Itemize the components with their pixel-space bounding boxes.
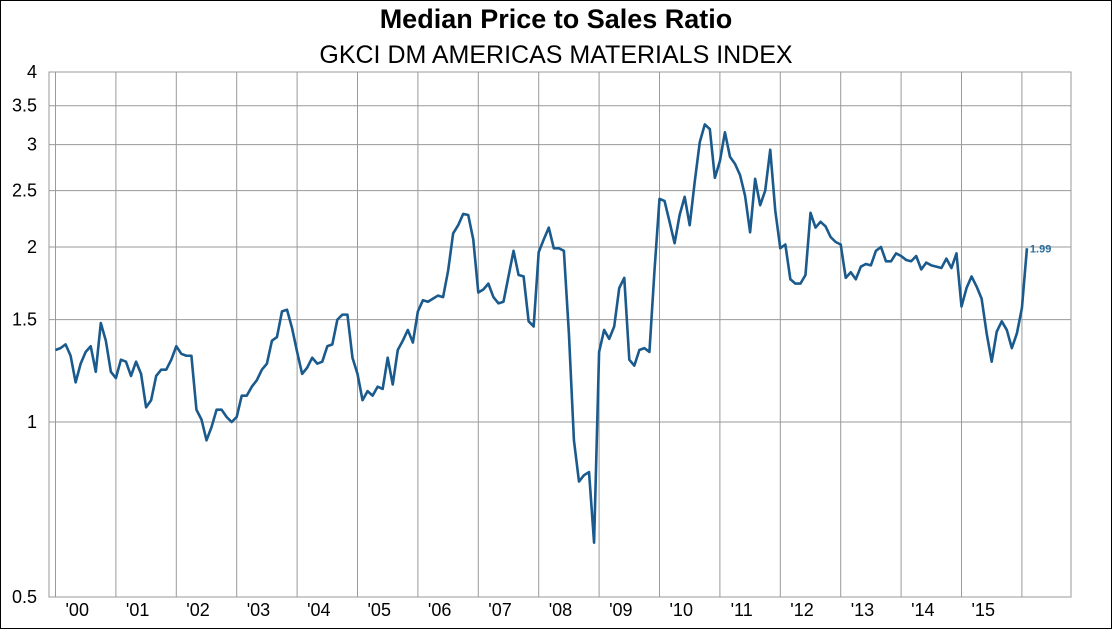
y-tick-label: 3: [27, 135, 37, 155]
last-value-label: 1.99: [1030, 243, 1051, 255]
series-line: [55, 123, 1029, 544]
x-tick-label: '08: [549, 600, 572, 620]
x-tick-label: '13: [851, 600, 874, 620]
chart-subtitle: GKCI DM AMERICAS MATERIALS INDEX: [319, 41, 793, 69]
x-tick-label: '10: [670, 600, 693, 620]
x-tick-label: '03: [247, 600, 270, 620]
y-tick-label: 1.5: [12, 310, 37, 330]
y-tick-label: 4: [27, 62, 37, 82]
y-tick-label: 2.5: [12, 181, 37, 201]
x-tick-label: '02: [186, 600, 209, 620]
x-tick-label: '00: [66, 600, 89, 620]
y-tick-label: 2: [27, 237, 37, 257]
x-tick-label: '05: [368, 600, 391, 620]
x-tick-label: '06: [428, 600, 451, 620]
x-tick-label: '09: [609, 600, 632, 620]
y-tick-label: 1: [27, 412, 37, 432]
y-tick-label: 0.5: [12, 587, 37, 607]
x-tick-label: '15: [972, 600, 995, 620]
plot-area: [48, 71, 1072, 598]
x-tick-label: '14: [911, 600, 934, 620]
y-tick-label: 3.5: [12, 96, 37, 116]
x-tick-label: '12: [790, 600, 813, 620]
x-tick-label: '11: [731, 600, 753, 620]
x-tick-label: '07: [488, 600, 511, 620]
x-tick-label: '01: [126, 600, 149, 620]
x-tick-label: '04: [307, 600, 330, 620]
chart-title: Median Price to Sales Ratio: [379, 4, 733, 34]
